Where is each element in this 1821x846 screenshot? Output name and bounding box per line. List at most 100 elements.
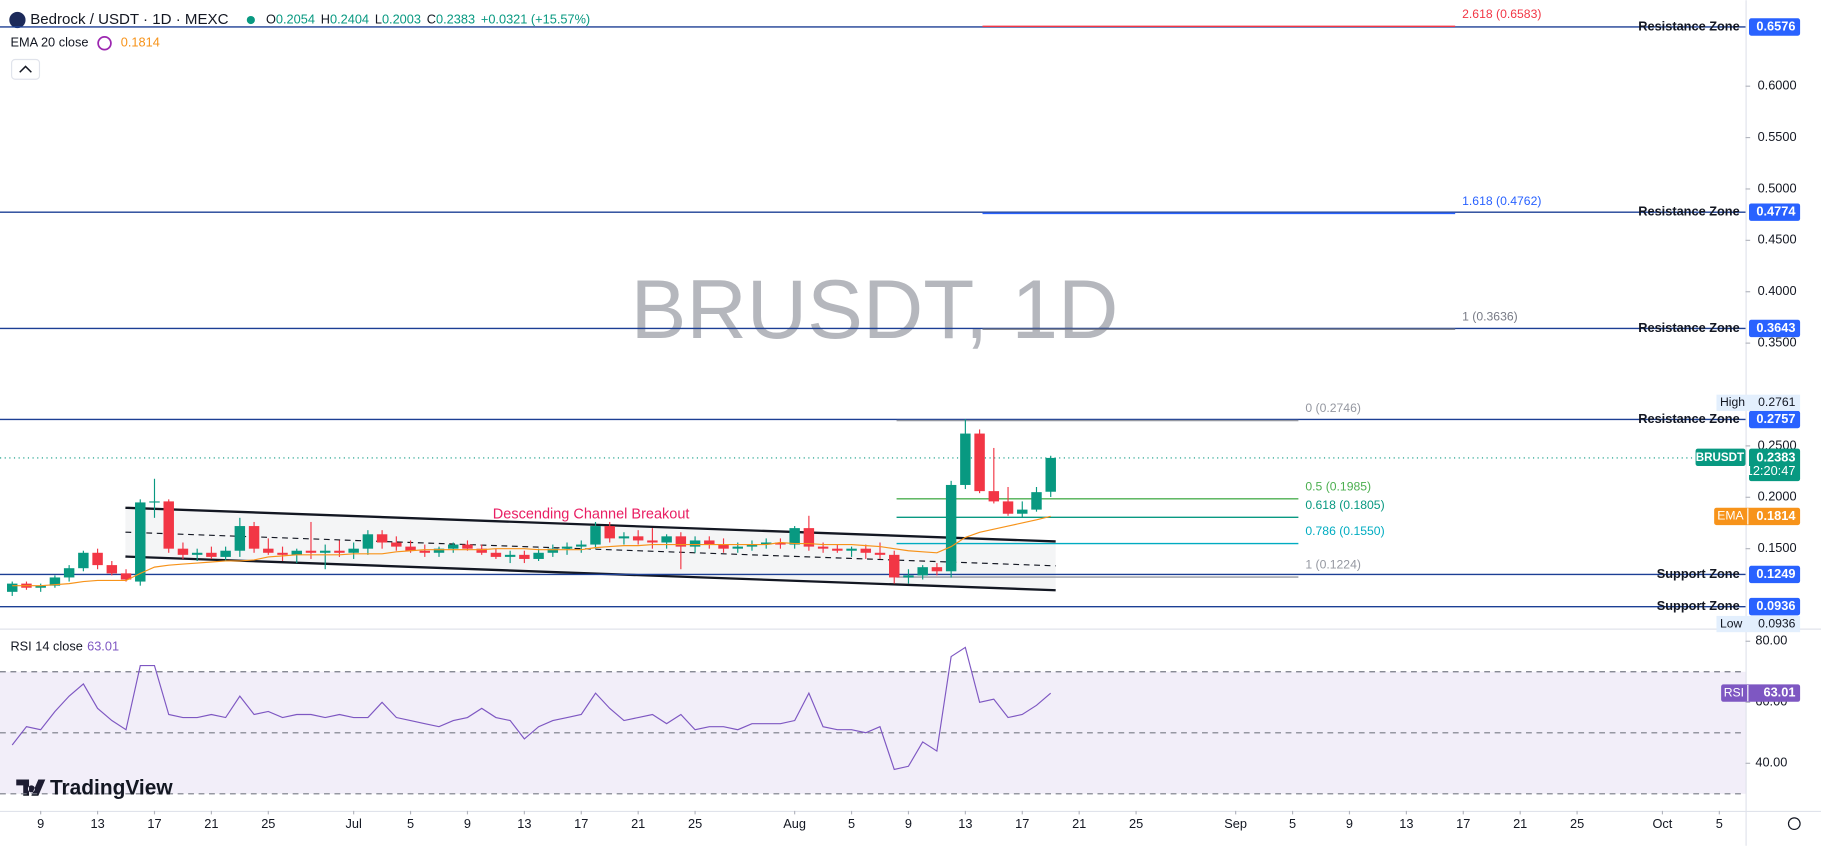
zone-price-tag xyxy=(1748,410,1801,429)
x-tick-label: 13 xyxy=(90,816,104,831)
ohlc-label: L xyxy=(375,11,382,26)
candle-body xyxy=(305,550,317,553)
low-label: Low xyxy=(1720,616,1743,630)
candle-body xyxy=(988,491,1000,502)
y-tick-label: 0.5500 xyxy=(1758,129,1797,144)
ema-settings-icon[interactable] xyxy=(97,35,112,51)
candle-body xyxy=(78,552,89,569)
zone-price-tag xyxy=(1748,565,1801,584)
candle-body xyxy=(319,550,331,553)
x-tick-label: 5 xyxy=(407,816,414,831)
ohlc-label: H xyxy=(321,11,330,26)
x-tick-label: 25 xyxy=(688,816,702,831)
fib-label: 1 (0.3636) xyxy=(1462,310,1518,324)
candle-body xyxy=(448,544,459,549)
channel-lower xyxy=(125,555,1056,592)
candle-body xyxy=(960,433,971,485)
high-tag xyxy=(1716,394,1801,411)
candle-body xyxy=(277,552,288,555)
ema-tag-value: 0.1814 xyxy=(1756,508,1796,523)
fib-label: 1 (0.1224) xyxy=(1305,558,1361,572)
candle-body xyxy=(220,550,231,557)
x-tick-label: Oct xyxy=(1653,816,1673,831)
candle-body xyxy=(974,433,985,492)
candle-body xyxy=(120,573,132,580)
zone-price: 0.4774 xyxy=(1756,204,1796,219)
channel-upper xyxy=(125,506,1056,543)
x-tick-label: 25 xyxy=(1129,816,1143,831)
rsi-tag xyxy=(1721,684,1801,702)
candle-body xyxy=(92,552,103,566)
candle-body xyxy=(760,542,772,545)
candle-body xyxy=(519,554,530,559)
candle-body xyxy=(689,540,701,547)
ema-line xyxy=(12,515,1051,587)
x-tick-label: 9 xyxy=(1346,816,1353,831)
candle-body xyxy=(903,575,914,578)
candle-body xyxy=(49,577,61,586)
candle-body xyxy=(547,548,559,553)
candle-body xyxy=(234,526,246,551)
low-tag xyxy=(1716,615,1801,633)
x-tick-label: Jul xyxy=(345,816,361,831)
zone-label: Resistance Zone xyxy=(1638,204,1739,219)
last-price-name: BRUSDT xyxy=(1696,451,1744,464)
zone-label: Resistance Zone xyxy=(1638,320,1739,335)
x-tick-label: Aug xyxy=(783,816,806,831)
candle-body xyxy=(889,554,900,578)
x-tick-label: 17 xyxy=(1015,816,1029,831)
candle-body xyxy=(291,550,302,555)
candle-body xyxy=(348,548,359,553)
candle-body xyxy=(632,536,644,541)
rsi-line xyxy=(11,646,1052,771)
x-tick-label: 17 xyxy=(1456,816,1470,831)
candle-body xyxy=(661,536,672,543)
settings-icon[interactable] xyxy=(1787,817,1801,831)
x-tick-label: 17 xyxy=(574,816,588,831)
brand-logo xyxy=(16,779,46,796)
zone-label: Resistance Zone xyxy=(1638,18,1739,33)
candle-body xyxy=(874,552,886,555)
candle-body xyxy=(35,585,46,588)
collapse-button[interactable] xyxy=(11,58,41,80)
candle-body xyxy=(248,526,260,549)
chart-title: Bedrock / USDT · 1D · MEXC xyxy=(30,11,228,28)
candle-body xyxy=(746,544,758,547)
candle-body xyxy=(191,552,203,555)
candle-body xyxy=(149,501,160,503)
x-tick-label: 21 xyxy=(204,816,218,831)
annotation: Descending Channel Breakout xyxy=(493,507,690,523)
candle-body xyxy=(1002,501,1014,514)
fib-label: 1.618 (0.4762) xyxy=(1462,194,1541,208)
candle-body xyxy=(647,540,658,543)
ohlc-value: 0.2003 xyxy=(382,11,421,26)
countdown: 12:20:47 xyxy=(1746,463,1796,478)
collapse-icon xyxy=(19,65,32,73)
rsi-name: RSI 14 close xyxy=(10,639,82,654)
ema-name: EMA 20 close xyxy=(10,35,88,50)
rsi-tick-label: 80.00 xyxy=(1755,633,1787,648)
x-tick-label: 17 xyxy=(147,816,161,831)
x-tick-label: 25 xyxy=(1570,816,1584,831)
ohlc-label: C xyxy=(427,11,436,26)
candle-body xyxy=(1045,457,1056,492)
zone-price: 0.2757 xyxy=(1756,411,1795,426)
last-price-value: 0.2383 xyxy=(1756,449,1795,464)
candle-body xyxy=(376,534,388,543)
candle-body xyxy=(263,548,274,553)
candle-body xyxy=(931,567,943,572)
zone-price-tag xyxy=(1748,597,1801,616)
zone-price: 0.3643 xyxy=(1756,320,1795,335)
x-tick-label: 5 xyxy=(848,816,855,831)
brand-icon xyxy=(16,779,46,796)
last-price-box xyxy=(1748,448,1801,482)
y-tick-label: 0.4000 xyxy=(1758,283,1797,298)
x-tick-label: 25 xyxy=(261,816,275,831)
y-tick-label: 0.3500 xyxy=(1758,334,1797,349)
candle-body xyxy=(590,526,601,545)
zone-label: Resistance Zone xyxy=(1638,411,1739,426)
market-status xyxy=(246,15,255,25)
x-tick-label: Sep xyxy=(1224,816,1247,831)
candle-body xyxy=(817,546,829,549)
